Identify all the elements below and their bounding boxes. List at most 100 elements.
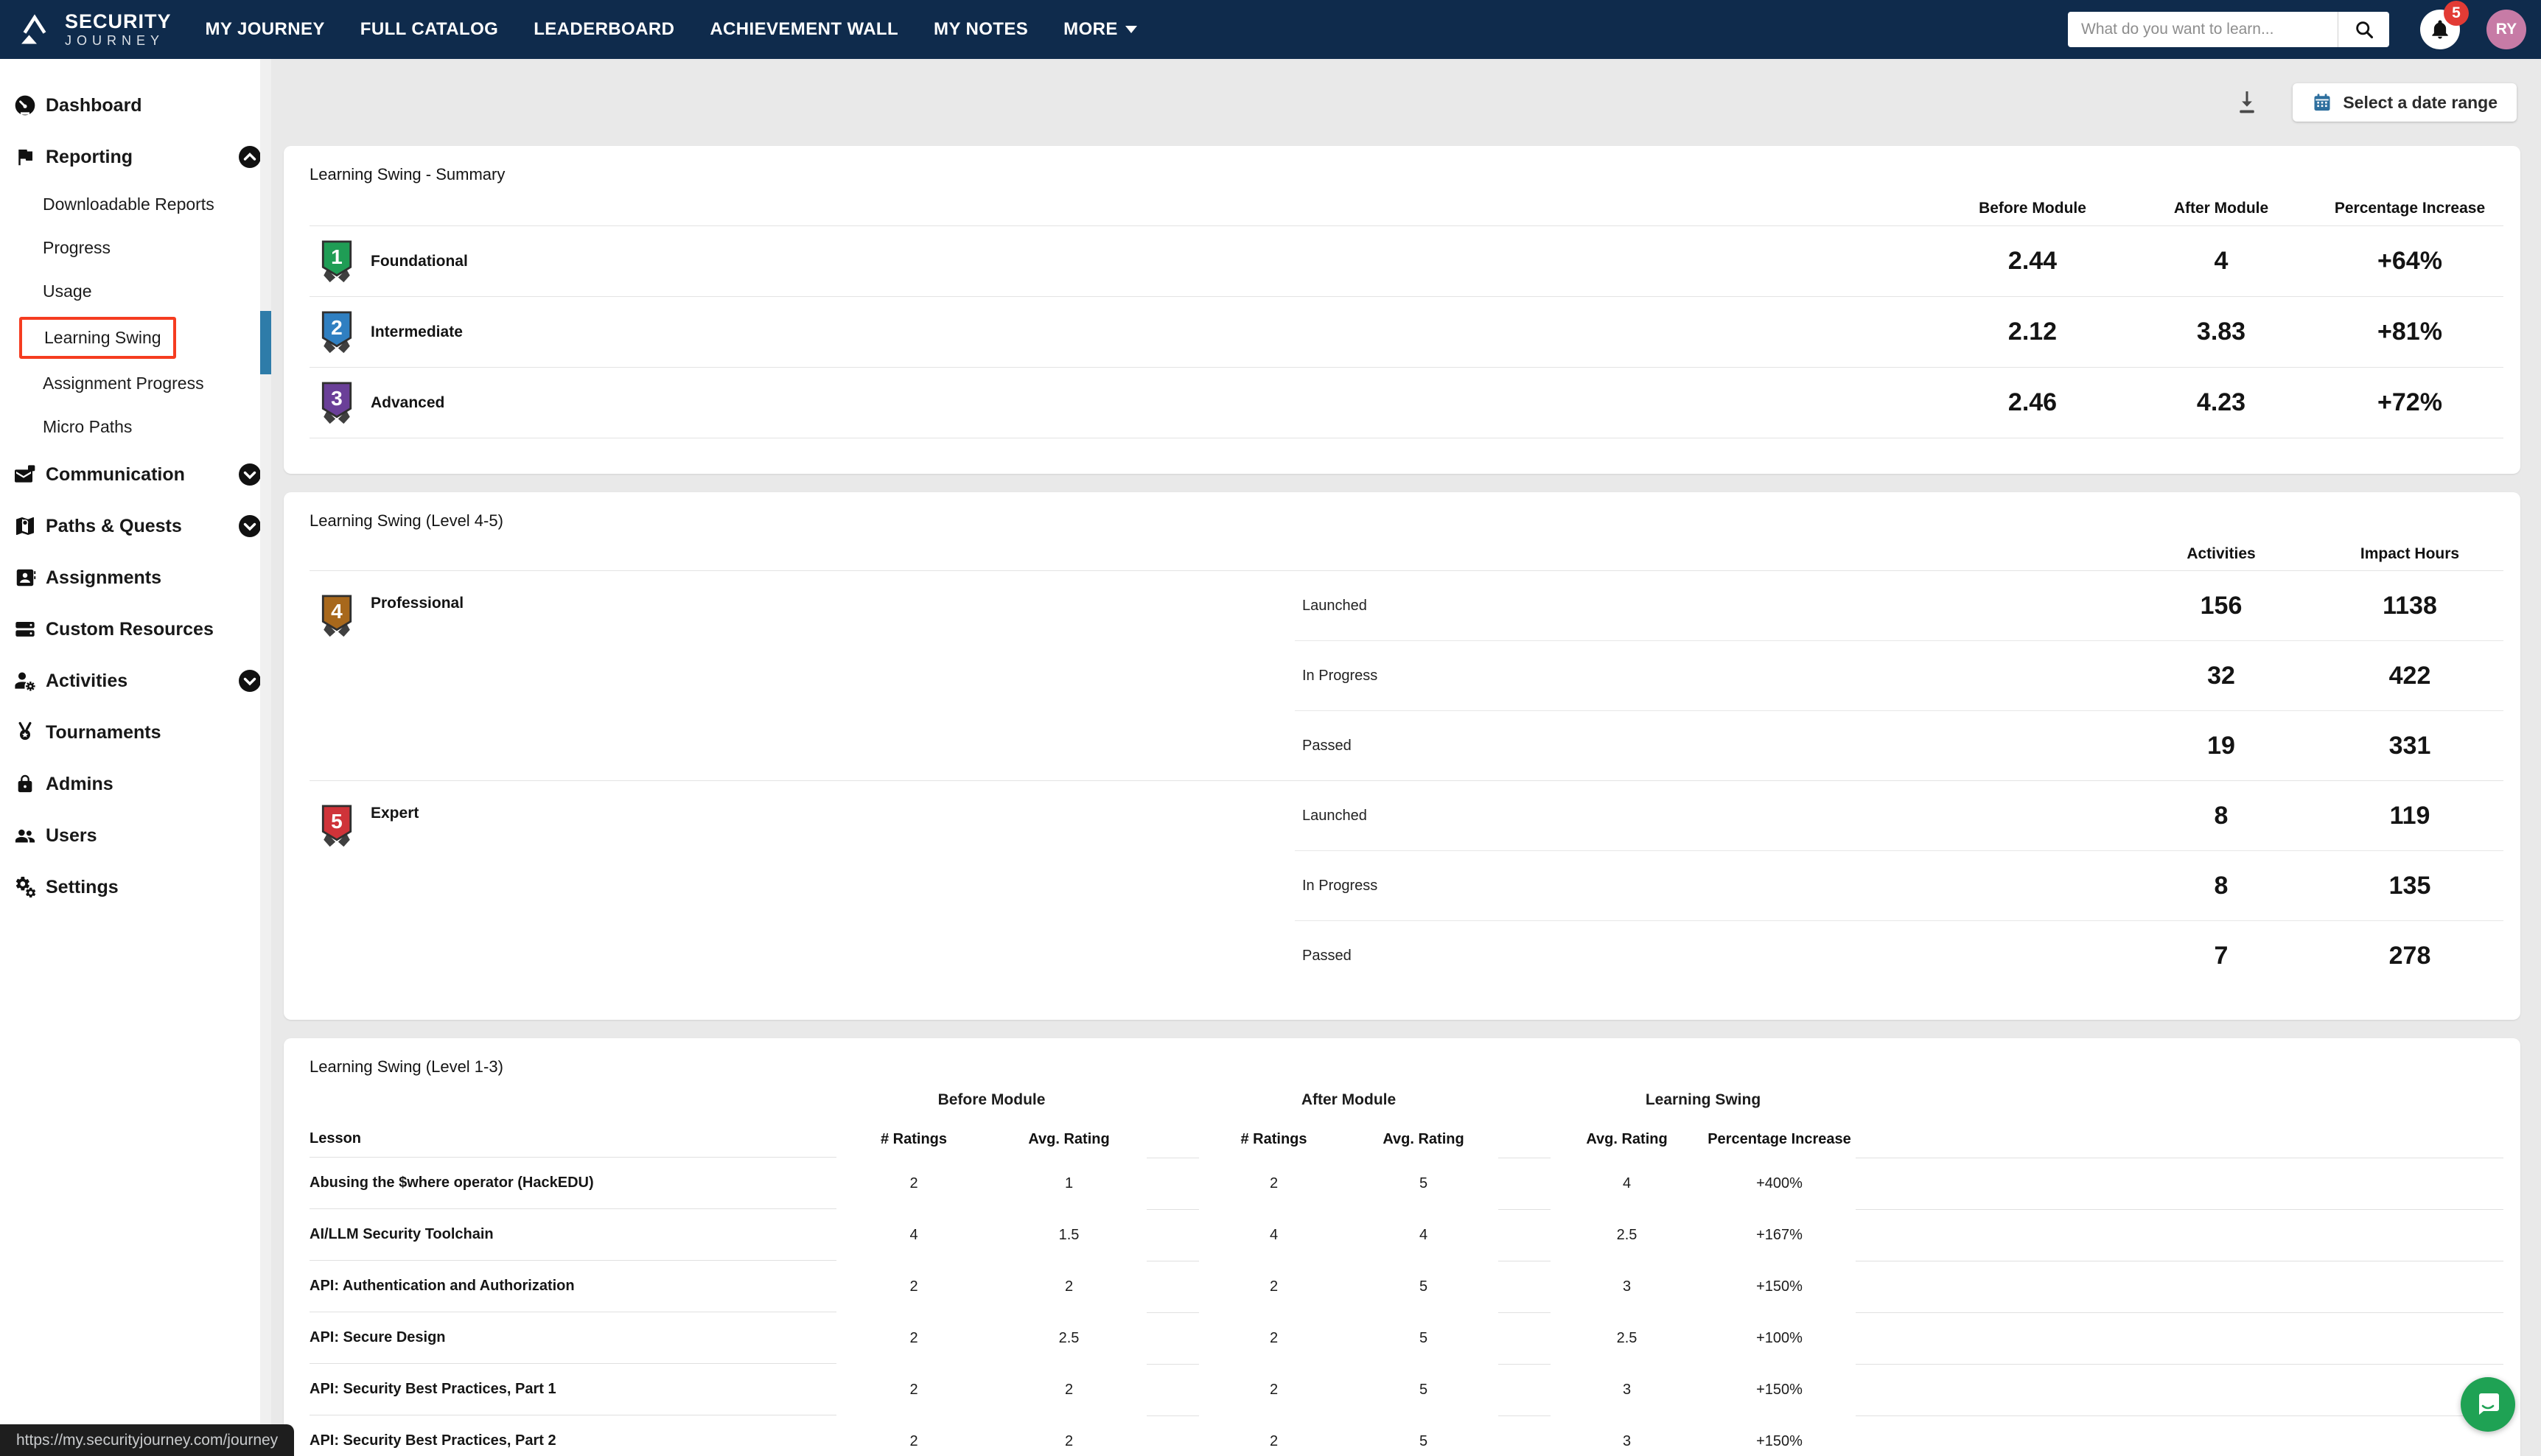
- cell-value: 2.5: [1058, 1329, 1080, 1346]
- group-header: Learning Swing: [1645, 1091, 1761, 1108]
- cell-value: 2: [1064, 1432, 1074, 1449]
- gears-icon: [10, 875, 40, 899]
- cell-value: +150%: [1756, 1381, 1803, 1398]
- chevron-down-circle-icon[interactable]: [238, 669, 262, 693]
- sidebar: Dashboard Reporting Downloadable Reports…: [0, 59, 271, 1456]
- cell-value: 1: [1064, 1175, 1074, 1191]
- download-icon[interactable]: [2234, 88, 2260, 117]
- sidebar-item-tournaments[interactable]: Tournaments: [0, 707, 271, 758]
- search-button[interactable]: [2338, 12, 2389, 47]
- activities-value: 7: [2214, 941, 2229, 970]
- group-header-row: Before Module After Module Learning Swin…: [310, 1084, 2503, 1121]
- percentage-increase-value: +64%: [2377, 247, 2442, 275]
- activities-value: 8: [2214, 871, 2229, 900]
- cell-value: 3: [1622, 1381, 1632, 1398]
- level-3-badge-icon: 3: [321, 381, 353, 424]
- cell-value: 2: [909, 1278, 918, 1295]
- mountain-logo-icon: [19, 12, 59, 47]
- before-module-value: 2.44: [2007, 247, 2058, 275]
- status-label: In Progress: [1302, 877, 1378, 894]
- svg-text:5: 5: [331, 810, 343, 833]
- cell-value: 5: [1419, 1381, 1428, 1398]
- summary-card-title: Learning Swing - Summary: [310, 165, 506, 183]
- sidebar-item-activities[interactable]: Activities: [0, 655, 271, 707]
- cell-value: 2: [1269, 1432, 1279, 1449]
- cell-value: 2: [1269, 1381, 1279, 1398]
- level-label: Advanced: [371, 393, 445, 411]
- level-label: Intermediate: [371, 323, 463, 340]
- activities-value: 32: [2207, 661, 2235, 690]
- brand-line2: JOURNEY: [65, 33, 165, 48]
- svg-text:4: 4: [331, 600, 343, 623]
- sidebar-item-assignments[interactable]: Assignments: [0, 552, 271, 603]
- level45-card: Learning Swing (Level 4-5) Activities Im…: [284, 492, 2520, 1020]
- column-header: # Ratings: [1240, 1130, 1307, 1147]
- sidebar-item-reporting[interactable]: Reporting: [0, 131, 271, 183]
- column-header-row: Lesson # Ratings Avg. Rating # Ratings A…: [310, 1121, 2503, 1158]
- sidebar-subitem-assignment-progress[interactable]: Assignment Progress: [43, 374, 204, 393]
- nav-item-achievement-wall[interactable]: ACHIEVEMENT WALL: [710, 19, 899, 39]
- cell-value: 2: [909, 1175, 918, 1191]
- sidebar-item-paths-quests[interactable]: Paths & Quests: [0, 500, 271, 552]
- sidebar-item-admins[interactable]: Admins: [0, 758, 271, 810]
- sidebar-item-users[interactable]: Users: [0, 810, 271, 861]
- chevron-down-circle-icon[interactable]: [238, 463, 262, 486]
- sidebar-item-communication[interactable]: Communication: [0, 449, 271, 500]
- level-1-badge-icon: 1: [321, 239, 353, 283]
- level13-card: Learning Swing (Level 1-3) Before Module…: [284, 1038, 2520, 1456]
- people-icon: [10, 824, 40, 847]
- column-header: After Module: [2173, 200, 2269, 217]
- sidebar-item-custom-resources[interactable]: Custom Resources: [0, 603, 271, 655]
- sidebar-scrollbar-thumb[interactable]: [260, 311, 271, 374]
- top-nav: SECURITY JOURNEY MY JOURNEY FULL CATALOG…: [0, 0, 2541, 59]
- sidebar-subitem-micro-paths[interactable]: Micro Paths: [43, 417, 133, 436]
- column-header: Impact Hours: [2360, 545, 2460, 562]
- sidebar-subitem-progress[interactable]: Progress: [43, 238, 111, 257]
- sidebar-subitem-learning-swing[interactable]: Learning Swing: [0, 313, 271, 362]
- sidebar-item-settings[interactable]: Settings: [0, 861, 271, 913]
- status-bar-url: https://my.securityjourney.com/journey: [0, 1424, 295, 1456]
- flag-icon: [10, 146, 40, 168]
- cell-value: 2: [1269, 1329, 1279, 1346]
- table-row: API: Security Best Practices, Part 2 2 2…: [310, 1415, 2503, 1456]
- status-label: Passed: [1302, 737, 1352, 754]
- calendar-icon: [2312, 92, 2332, 113]
- lesson-name: API: Security Best Practices, Part 1: [310, 1364, 836, 1415]
- status-row: Launched 8 119: [1295, 781, 2503, 850]
- notification-count-badge: 5: [2444, 1, 2469, 26]
- sidebar-item-dashboard[interactable]: Dashboard: [0, 80, 271, 131]
- chat-bubble-icon: [2473, 1390, 2503, 1419]
- activities-value: 156: [2200, 591, 2243, 620]
- level-label: Foundational: [371, 252, 468, 270]
- avatar[interactable]: RY: [2486, 10, 2526, 49]
- cell-value: 4: [1269, 1226, 1279, 1243]
- notifications-button[interactable]: 5: [2420, 1, 2469, 49]
- cell-value: 5: [1419, 1329, 1428, 1346]
- sidebar-subitem-downloadable-reports[interactable]: Downloadable Reports: [43, 195, 214, 214]
- chat-launcher-button[interactable]: [2461, 1377, 2515, 1432]
- nav-item-more[interactable]: MORE: [1063, 19, 1137, 40]
- content-toolbar: Select a date range: [271, 59, 2541, 146]
- expert-group: 5 Expert Launched 8 119 In Progress 8 13…: [284, 781, 2520, 990]
- before-module-value: 2.12: [2007, 318, 2058, 346]
- status-row: In Progress 32 422: [1295, 640, 2503, 710]
- nav-item-full-catalog[interactable]: FULL CATALOG: [360, 19, 499, 39]
- svg-text:2: 2: [331, 315, 343, 338]
- nav-item-my-journey[interactable]: MY JOURNEY: [205, 19, 325, 39]
- before-module-value: 2.46: [2007, 388, 2058, 416]
- sidebar-subitem-usage[interactable]: Usage: [43, 281, 92, 301]
- cell-value: 2: [1269, 1278, 1279, 1295]
- nav-item-leaderboard[interactable]: LEADERBOARD: [534, 19, 675, 39]
- summary-card: Learning Swing - Summary Before Module A…: [284, 146, 2520, 474]
- level-5-badge-icon: 5: [321, 805, 353, 847]
- table-row: API: Security Best Practices, Part 1 2 2…: [310, 1364, 2503, 1416]
- cell-value: +150%: [1756, 1432, 1803, 1449]
- nav-item-my-notes[interactable]: MY NOTES: [934, 19, 1029, 39]
- chevron-down-circle-icon[interactable]: [238, 514, 262, 538]
- chevron-up-circle-icon[interactable]: [238, 145, 262, 169]
- select-date-range-button[interactable]: Select a date range: [2293, 83, 2517, 122]
- cell-value: +167%: [1756, 1226, 1803, 1243]
- brand-logo[interactable]: SECURITY JOURNEY: [19, 12, 172, 47]
- search-input[interactable]: [2068, 12, 2338, 47]
- bell-icon: [2429, 18, 2451, 41]
